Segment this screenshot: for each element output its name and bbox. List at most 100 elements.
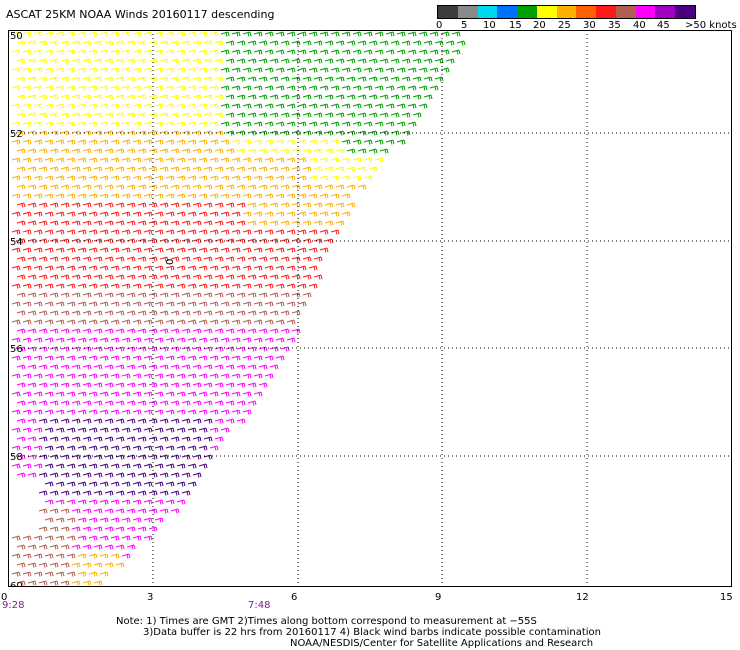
- wind-barb: [181, 310, 191, 316]
- wind-barb: [99, 355, 109, 361]
- wind-barb: [324, 202, 334, 208]
- wind-barb: [33, 445, 43, 451]
- wind-barb: [38, 364, 48, 370]
- wind-barb: [77, 103, 87, 109]
- wind-barb: [214, 418, 224, 424]
- wind-barb: [44, 481, 54, 487]
- wind-barb: [77, 535, 87, 541]
- wind-barb: [27, 40, 37, 46]
- wind-barb: [242, 49, 252, 55]
- wind-barb: [209, 409, 219, 415]
- wind-barb: [154, 445, 164, 451]
- wind-barb: [115, 382, 125, 388]
- wind-barb: [11, 409, 21, 415]
- wind-barb: [38, 526, 48, 532]
- wind-barb: [253, 229, 263, 235]
- wind-barb: [341, 103, 351, 109]
- wind-barb: [132, 121, 142, 127]
- wind-barb: [170, 490, 180, 496]
- wind-barb: [11, 283, 21, 289]
- wind-barb: [22, 193, 32, 199]
- wind-barb: [104, 400, 114, 406]
- wind-barb: [154, 319, 164, 325]
- wind-barb: [192, 202, 202, 208]
- wind-barb: [330, 31, 340, 37]
- wind-barb: [159, 346, 169, 352]
- wind-barb: [181, 130, 191, 136]
- wind-barb: [82, 328, 92, 334]
- wind-barb: [33, 139, 43, 145]
- wind-barb: [132, 247, 142, 253]
- wind-barb: [253, 265, 263, 271]
- wind-barb: [121, 31, 131, 37]
- wind-barb: [11, 301, 21, 307]
- wind-barb: [115, 544, 125, 550]
- wind-barb: [66, 157, 76, 163]
- wind-barb: [55, 121, 65, 127]
- wind-barb: [407, 67, 417, 73]
- wind-barb: [165, 319, 175, 325]
- wind-barb: [231, 157, 241, 163]
- wind-barb: [181, 220, 191, 226]
- wind-barb: [49, 274, 59, 280]
- wind-barb: [319, 31, 329, 37]
- wind-barb: [302, 148, 312, 154]
- wind-barb: [71, 112, 81, 118]
- wind-barb: [33, 319, 43, 325]
- wind-barb: [93, 220, 103, 226]
- wind-barb: [93, 508, 103, 514]
- wind-barb: [126, 436, 136, 442]
- wind-barb: [44, 121, 54, 127]
- wind-barb: [143, 481, 153, 487]
- wind-barb: [198, 211, 208, 217]
- wind-barb: [22, 553, 32, 559]
- wind-barb: [198, 319, 208, 325]
- wind-barb: [341, 175, 351, 181]
- wind-barb: [330, 193, 340, 199]
- wind-barb: [93, 58, 103, 64]
- wind-barb: [115, 364, 125, 370]
- wind-barb: [313, 166, 323, 172]
- wind-barb: [159, 364, 169, 370]
- wind-barb: [286, 301, 296, 307]
- wind-barb: [93, 364, 103, 370]
- wind-barb: [159, 400, 169, 406]
- wind-barb: [346, 148, 356, 154]
- wind-barb: [27, 166, 37, 172]
- wind-barb: [231, 103, 241, 109]
- wind-barb: [165, 337, 175, 343]
- wind-barb: [137, 382, 147, 388]
- wind-barb: [11, 391, 21, 397]
- lon-tick-label: 3: [147, 592, 154, 603]
- wind-barb: [88, 319, 98, 325]
- wind-barb: [192, 256, 202, 262]
- wind-barb: [165, 391, 175, 397]
- wind-barb: [132, 229, 142, 235]
- wind-barb: [88, 265, 98, 271]
- wind-barb: [236, 418, 246, 424]
- wind-barb: [192, 148, 202, 154]
- wind-barb: [280, 148, 290, 154]
- wind-barb: [143, 337, 153, 343]
- wind-barb: [319, 229, 329, 235]
- wind-barb: [126, 526, 136, 532]
- wind-barb: [264, 373, 274, 379]
- wind-barb: [434, 58, 444, 64]
- wind-barb: [220, 391, 230, 397]
- wind-barb: [88, 445, 98, 451]
- wind-barb: [60, 76, 70, 82]
- wind-barb: [407, 121, 417, 127]
- wind-barb: [286, 31, 296, 37]
- wind-barb: [363, 157, 373, 163]
- wind-barb: [275, 337, 285, 343]
- wind-barb: [258, 184, 268, 190]
- wind-barb: [319, 157, 329, 163]
- wind-barb: [104, 112, 114, 118]
- credit-line: NOAA/NESDIS/Center for Satellite Applica…: [290, 638, 594, 649]
- wind-barb: [143, 157, 153, 163]
- wind-barb: [33, 67, 43, 73]
- wind-barb: [104, 310, 114, 316]
- wind-barb: [154, 301, 164, 307]
- wind-barb: [154, 427, 164, 433]
- wind-barb: [132, 445, 142, 451]
